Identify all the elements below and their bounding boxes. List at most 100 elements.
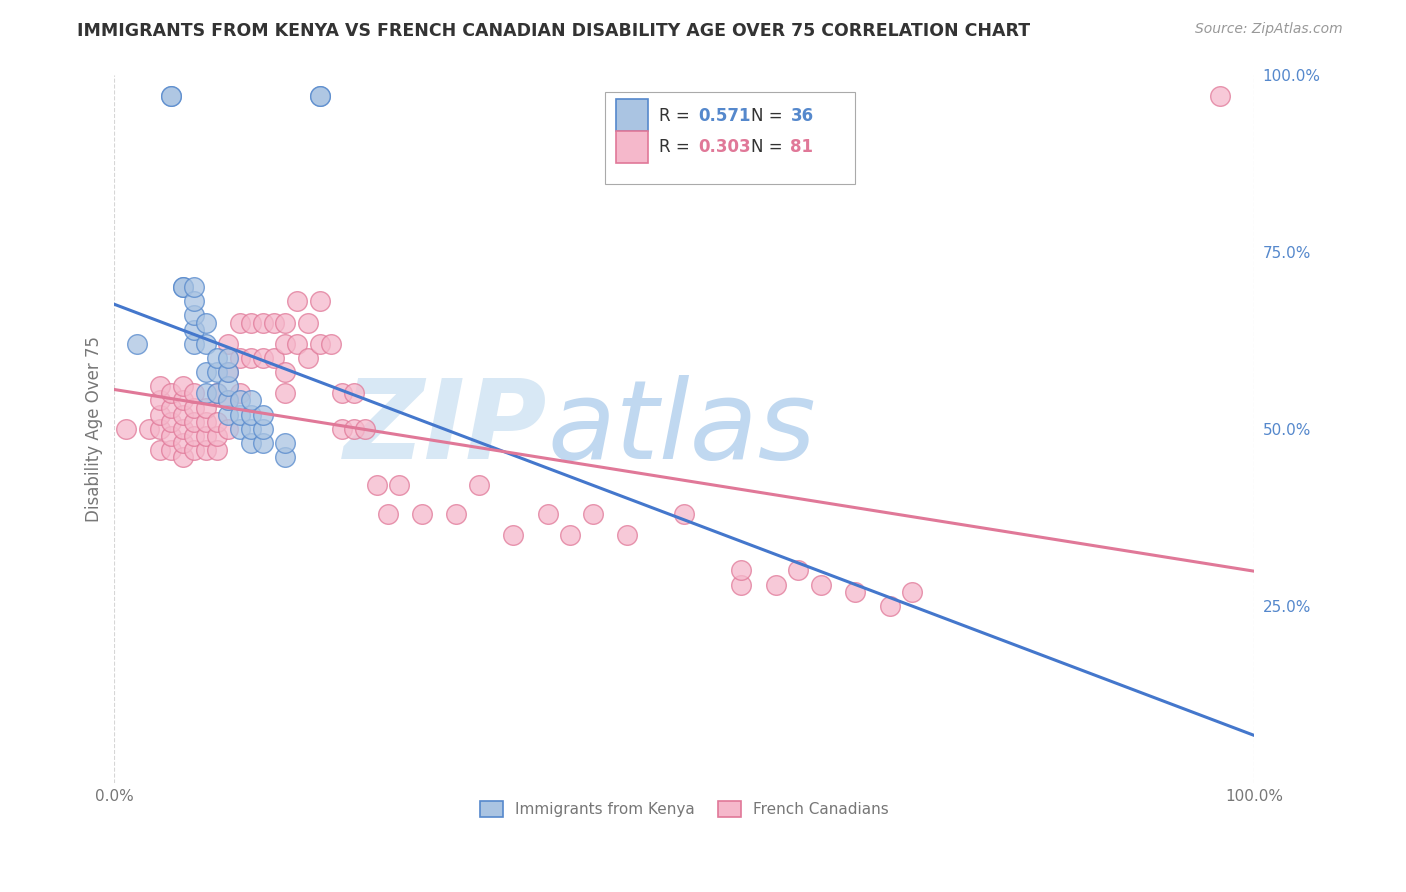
Point	[332, 386, 354, 401]
Point	[730, 564, 752, 578]
Point	[308, 294, 330, 309]
Point	[217, 351, 239, 365]
Point	[194, 316, 217, 330]
Point	[274, 336, 297, 351]
Point	[194, 386, 217, 401]
Point	[240, 316, 263, 330]
Point	[127, 336, 149, 351]
Point	[229, 316, 252, 330]
Point	[194, 415, 217, 429]
Point	[183, 386, 205, 401]
Point	[229, 393, 252, 408]
Point	[308, 88, 330, 103]
Point	[879, 599, 901, 613]
Point	[343, 422, 366, 436]
Point	[217, 379, 239, 393]
Point	[502, 528, 524, 542]
Point	[366, 478, 388, 492]
Point	[217, 336, 239, 351]
Point	[149, 443, 172, 458]
Point	[172, 408, 194, 422]
Point	[149, 422, 172, 436]
Point	[730, 577, 752, 591]
Point	[194, 443, 217, 458]
Point	[217, 408, 239, 422]
Point	[217, 393, 239, 408]
Point	[217, 365, 239, 379]
Point	[673, 507, 696, 521]
Text: IMMIGRANTS FROM KENYA VS FRENCH CANADIAN DISABILITY AGE OVER 75 CORRELATION CHAR: IMMIGRANTS FROM KENYA VS FRENCH CANADIAN…	[77, 22, 1031, 40]
Point	[582, 507, 605, 521]
Point	[263, 316, 285, 330]
Point	[172, 379, 194, 393]
Point	[160, 88, 183, 103]
Point	[252, 422, 274, 436]
Y-axis label: Disability Age Over 75: Disability Age Over 75	[86, 335, 103, 522]
Point	[160, 88, 183, 103]
Text: 0.303: 0.303	[697, 138, 751, 156]
Point	[297, 351, 319, 365]
Point	[229, 408, 252, 422]
Point	[205, 386, 228, 401]
Point	[240, 393, 263, 408]
Point	[149, 408, 172, 422]
Point	[138, 422, 160, 436]
Point	[183, 280, 205, 294]
Point	[411, 507, 433, 521]
Point	[263, 351, 285, 365]
Point	[160, 386, 183, 401]
Point	[160, 429, 183, 443]
Point	[205, 386, 228, 401]
Point	[229, 386, 252, 401]
Point	[377, 507, 399, 521]
Text: Source: ZipAtlas.com: Source: ZipAtlas.com	[1195, 22, 1343, 37]
Point	[308, 336, 330, 351]
Point	[252, 316, 274, 330]
Point	[560, 528, 582, 542]
Point	[205, 415, 228, 429]
Point	[183, 429, 205, 443]
Point	[172, 436, 194, 450]
Text: N =: N =	[751, 107, 787, 125]
Point	[285, 336, 308, 351]
Point	[297, 316, 319, 330]
Point	[217, 422, 239, 436]
Point	[616, 528, 638, 542]
Point	[149, 379, 172, 393]
Point	[194, 336, 217, 351]
Text: R =: R =	[659, 138, 696, 156]
Point	[229, 351, 252, 365]
Point	[172, 450, 194, 464]
Point	[183, 322, 205, 336]
Point	[274, 450, 297, 464]
Point	[901, 584, 924, 599]
Point	[765, 577, 787, 591]
Point	[308, 88, 330, 103]
Point	[274, 365, 297, 379]
Point	[183, 415, 205, 429]
Point	[536, 507, 558, 521]
FancyBboxPatch shape	[616, 99, 648, 131]
Point	[1209, 88, 1232, 103]
Point	[205, 365, 228, 379]
Point	[194, 365, 217, 379]
Text: 36: 36	[790, 107, 814, 125]
Point	[183, 443, 205, 458]
Point	[149, 393, 172, 408]
FancyBboxPatch shape	[616, 131, 648, 163]
Point	[160, 401, 183, 415]
Point	[274, 386, 297, 401]
Point	[160, 443, 183, 458]
Point	[332, 422, 354, 436]
Point	[810, 577, 832, 591]
Point	[274, 436, 297, 450]
Point	[183, 309, 205, 323]
Point	[205, 443, 228, 458]
Point	[172, 422, 194, 436]
Point	[194, 401, 217, 415]
Point	[240, 408, 263, 422]
Point	[183, 294, 205, 309]
Point	[205, 351, 228, 365]
Point	[388, 478, 411, 492]
Point	[468, 478, 491, 492]
